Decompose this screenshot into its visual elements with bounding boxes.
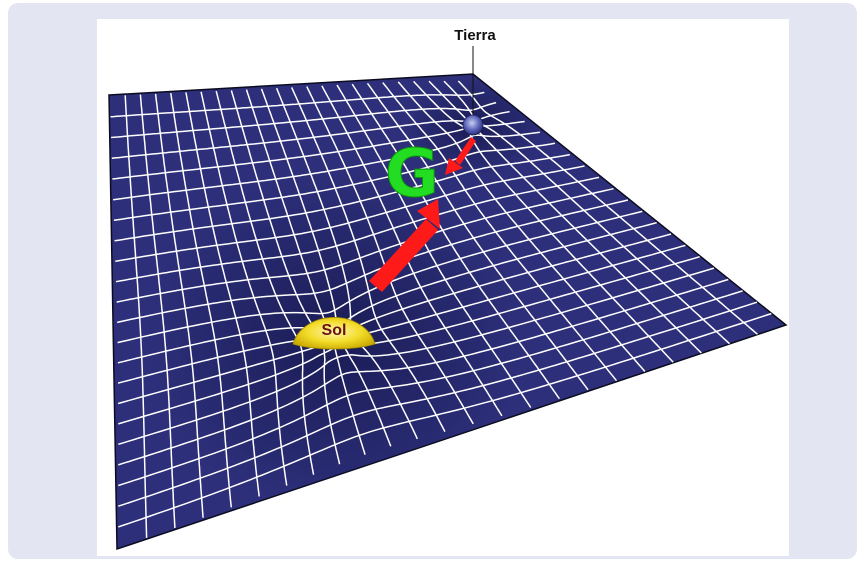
grid-line-horizontal [117, 244, 686, 405]
figure-frame: Tierra G Sol [8, 3, 857, 559]
sun-force-arrow [369, 199, 440, 292]
earth-sphere [462, 114, 484, 136]
grid-line-horizontal [118, 312, 772, 528]
grid-line-horizontal [118, 267, 715, 446]
grid-line-horizontal [116, 187, 614, 303]
grid-line-horizontal [111, 110, 510, 160]
sun-dome [292, 316, 376, 350]
grid-line-horizontal [114, 153, 570, 242]
grid-line-horizontal [113, 142, 556, 222]
warped-grid [110, 80, 772, 538]
earth-label: Tierra [454, 27, 496, 44]
grid-line-horizontal [110, 91, 485, 118]
grid-line-horizontal [117, 199, 629, 324]
sun-label: Sol [322, 322, 347, 339]
spacetime-diagram: Tierra G Sol [108, 27, 788, 551]
grid-line-horizontal [118, 255, 700, 425]
grid-line-horizontal [118, 290, 743, 487]
grid-line-horizontal [117, 221, 657, 364]
grid-line-horizontal [111, 101, 497, 139]
grid-line-horizontal [115, 165, 585, 263]
grid-line-horizontal [117, 233, 672, 384]
grid-line-horizontal [118, 301, 758, 507]
earth-force-arrow [445, 137, 476, 175]
grid-line-horizontal [118, 278, 729, 466]
gravity-letter: G [385, 135, 439, 212]
grid-line-horizontal [112, 131, 540, 201]
grid-line-horizontal [117, 210, 643, 344]
grid-line-horizontal [115, 176, 600, 283]
diagram-canvas: Tierra G Sol [97, 19, 789, 556]
